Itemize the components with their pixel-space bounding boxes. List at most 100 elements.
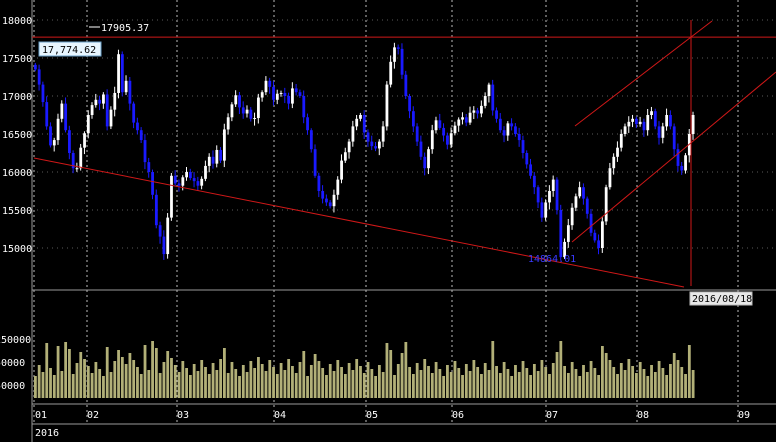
volume-bar — [393, 375, 396, 398]
volume-bar — [181, 361, 185, 398]
down-candle — [268, 80, 272, 87]
up-candle — [245, 109, 249, 114]
volume-bar — [60, 371, 64, 398]
volume-bar — [298, 362, 302, 398]
volume-bar — [498, 373, 502, 398]
price-tick: 16500 — [2, 130, 32, 141]
volume-bar — [71, 374, 75, 398]
volume-bar — [574, 369, 578, 398]
volume-bar — [192, 364, 196, 398]
volume-bar — [446, 365, 449, 398]
volume-bar — [521, 361, 525, 398]
price-tick: 16000 — [2, 168, 32, 179]
volume-bars — [34, 341, 695, 398]
up-candle — [427, 149, 430, 169]
up-candle — [351, 126, 355, 142]
volume-bar — [548, 374, 551, 398]
down-candle — [105, 94, 109, 127]
up-candle — [257, 97, 260, 119]
volume-bar — [166, 351, 170, 398]
down-candle — [514, 126, 517, 134]
volume-bar — [430, 373, 434, 398]
volume-bar — [147, 370, 151, 398]
up-candle — [166, 217, 170, 255]
down-candle — [362, 115, 366, 133]
up-candle — [487, 84, 491, 96]
volume-bar — [105, 347, 109, 398]
down-candle — [188, 172, 192, 179]
up-candle — [604, 187, 608, 222]
down-candle — [249, 109, 253, 119]
volume-bar — [585, 372, 589, 398]
down-candle — [136, 122, 139, 131]
volume-bar — [272, 367, 275, 398]
volume-bar — [45, 343, 49, 398]
volume-bar — [68, 349, 71, 398]
down-candle — [525, 153, 529, 165]
volume-bar — [578, 376, 582, 398]
volume-bar — [279, 363, 283, 398]
up-candle — [623, 126, 627, 134]
up-candle — [574, 196, 578, 208]
down-candle — [408, 96, 412, 112]
volume-bar — [442, 376, 446, 398]
month-label: 03 — [177, 410, 189, 421]
volume-bar — [385, 343, 389, 398]
down-candle — [147, 162, 151, 172]
volume-bar — [604, 353, 608, 398]
volume-bar — [597, 375, 601, 398]
down-candle — [396, 47, 400, 49]
up-candle — [226, 117, 230, 130]
volume-bar — [94, 362, 98, 398]
down-candle — [672, 126, 676, 150]
down-candle — [41, 84, 45, 103]
up-candle — [86, 115, 90, 134]
month-label: 07 — [546, 410, 558, 421]
volume-bar — [464, 364, 468, 398]
volume-bar — [113, 361, 117, 398]
time-axis: 01 02 03 04 05 06 07 08 09 2016 — [35, 410, 750, 439]
volume-bar — [120, 357, 124, 398]
up-candle — [113, 92, 117, 110]
volume-bar — [396, 364, 400, 398]
price-tick: 15500 — [2, 206, 32, 217]
volume-bar — [457, 368, 461, 398]
up-candle — [230, 104, 234, 118]
down-candle — [529, 164, 532, 176]
up-candle — [90, 105, 94, 115]
volume-tick: 50000 — [0, 381, 25, 392]
up-candle — [551, 179, 555, 191]
down-candle — [37, 69, 41, 85]
down-candle — [476, 110, 480, 114]
up-candle — [264, 80, 268, 93]
down-candle — [294, 88, 298, 93]
volume-bar — [241, 365, 245, 398]
volume-bar — [143, 345, 147, 398]
down-candle — [521, 140, 525, 153]
down-candle — [154, 194, 158, 226]
volume-bar — [336, 360, 340, 398]
up-candle — [563, 241, 566, 258]
volume-bar — [90, 373, 94, 398]
up-candle — [340, 160, 343, 180]
volume-bar — [79, 352, 83, 398]
volume-bar — [268, 360, 272, 398]
volume-bar — [332, 371, 336, 398]
down-candle — [192, 178, 196, 182]
volume-bar — [294, 373, 298, 398]
volume-bar — [638, 362, 642, 398]
volume-bar — [313, 354, 317, 398]
up-candle — [638, 121, 642, 125]
down-candle — [128, 80, 132, 104]
up-candle — [612, 156, 616, 169]
volume-bar — [616, 374, 619, 398]
volume-bar — [404, 342, 408, 398]
down-candle — [589, 213, 593, 233]
up-candle — [336, 179, 340, 195]
down-candle — [132, 103, 136, 123]
down-candle — [536, 187, 540, 203]
volume-tick: 50000 — [0, 358, 25, 369]
up-candle — [544, 202, 548, 218]
volume-bar — [362, 373, 366, 398]
